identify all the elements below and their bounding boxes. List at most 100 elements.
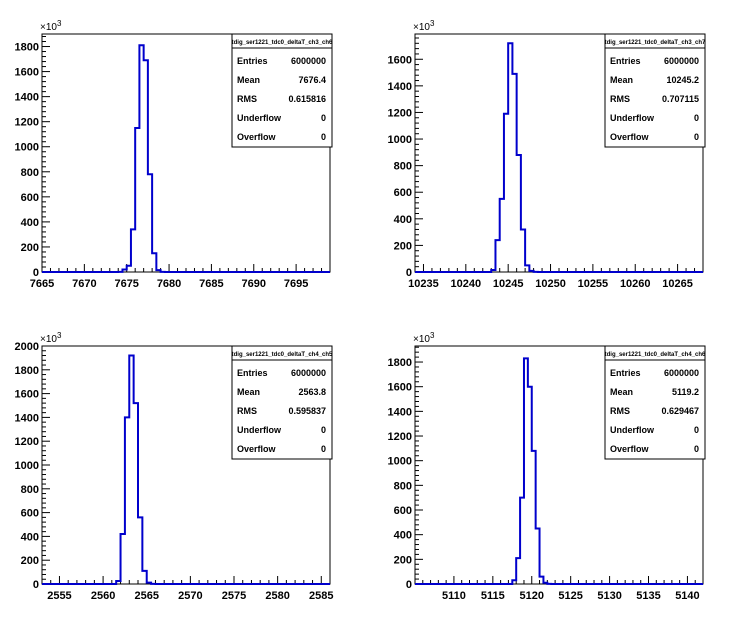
histogram-bin bbox=[529, 271, 533, 272]
y-tick-label: 600 bbox=[394, 187, 412, 199]
y-tick-label: 0 bbox=[406, 579, 412, 591]
stats-value-overflow: 0 bbox=[694, 444, 699, 454]
stats-value-mean: 10245.2 bbox=[666, 75, 699, 85]
stats-label-underflow: Underflow bbox=[237, 113, 282, 123]
histogram-bin bbox=[134, 403, 138, 584]
histogram-bin bbox=[122, 269, 126, 272]
stats-label-entries: Entries bbox=[610, 368, 641, 378]
y-tick-label: 400 bbox=[21, 217, 39, 229]
y-tick-label: 0 bbox=[406, 267, 412, 279]
stats-label-mean: Mean bbox=[237, 75, 260, 85]
histogram-bin bbox=[532, 451, 536, 584]
x-tick-label: 5120 bbox=[520, 590, 544, 602]
y-tick-label: 800 bbox=[21, 167, 39, 179]
stats-value-rms: 0.707115 bbox=[662, 94, 699, 104]
x-tick-label: 5115 bbox=[481, 590, 505, 602]
x-tick-label: 7690 bbox=[242, 278, 266, 290]
histogram-bin bbox=[517, 155, 521, 272]
y-tick-label: 200 bbox=[21, 242, 39, 254]
y-tick-label: 1800 bbox=[15, 42, 39, 54]
stats-label-entries: Entries bbox=[610, 56, 641, 66]
histogram-bin bbox=[156, 270, 160, 272]
y-tick-label: 400 bbox=[394, 530, 412, 542]
stats-box-frame bbox=[604, 345, 706, 460]
y-tick-label: 200 bbox=[394, 240, 412, 252]
histogram-title: tdig_ser1221_tdc0_deltaT_ch3_ch6 bbox=[232, 40, 333, 46]
y-tick-label: 1600 bbox=[15, 67, 39, 79]
stats-label-rms: RMS bbox=[237, 94, 257, 104]
histogram-bin bbox=[525, 265, 529, 272]
histogram-bin bbox=[144, 60, 148, 272]
histogram-title: tdig_ser1221_tdc0_deltaT_ch4_ch6 bbox=[605, 352, 706, 358]
stats-value-mean: 7676.4 bbox=[298, 75, 326, 85]
histogram-series-line bbox=[42, 354, 330, 585]
histogram-bin bbox=[142, 571, 146, 584]
x-tick-label: 10260 bbox=[620, 278, 651, 290]
histogram-bin bbox=[131, 229, 135, 272]
stats-box: tdig_ser1221_tdc0_deltaT_ch4_ch6 Entries 6… bbox=[604, 345, 706, 460]
x-tick-label: 10255 bbox=[578, 278, 609, 290]
histogram-bin bbox=[127, 266, 131, 272]
histogram-series-line bbox=[42, 44, 330, 273]
y-tick-label: 1600 bbox=[15, 389, 39, 401]
stats-label-mean: Mean bbox=[237, 387, 260, 397]
histogram-bin bbox=[500, 199, 504, 272]
x-tick-label: 2570 bbox=[178, 590, 202, 602]
y-tick-label: 1400 bbox=[388, 406, 412, 418]
y-tick-label: 1400 bbox=[388, 81, 412, 93]
stats-label-underflow: Underflow bbox=[610, 425, 655, 435]
x-tick-label: 7695 bbox=[284, 278, 308, 290]
histogram-series-line bbox=[415, 357, 703, 585]
x-tick-label: 10245 bbox=[493, 278, 524, 290]
histogram-bin bbox=[524, 358, 528, 584]
x-tick-label: 5140 bbox=[675, 590, 699, 602]
histogram-bin bbox=[520, 498, 524, 584]
stats-value-rms: 0.595837 bbox=[288, 406, 326, 416]
y-tick-label: 0 bbox=[33, 579, 39, 591]
y-tick-label: 1400 bbox=[15, 92, 39, 104]
histogram-panel-4: 5110 5115 5120 5125 5130 5135 5140 0 200 400 600 80… bbox=[388, 331, 707, 602]
y-tick-label: 2000 bbox=[15, 341, 39, 353]
histogram-panel-3: 2555 2560 2565 2570 2575 2580 2585 0 200 400 600 80… bbox=[15, 331, 334, 602]
histogram-bin bbox=[521, 229, 525, 272]
x-tick-label: 2565 bbox=[134, 590, 158, 602]
histogram-bin bbox=[508, 43, 512, 272]
histogram-bin bbox=[129, 356, 133, 584]
x-tick-label: 5110 bbox=[442, 590, 466, 602]
histogram-bin bbox=[147, 583, 151, 584]
y-tick-label: 1000 bbox=[388, 456, 412, 468]
x-tick-label: 7680 bbox=[157, 278, 181, 290]
y-tick-label: 600 bbox=[21, 508, 39, 520]
stats-value-entries: 6000000 bbox=[291, 368, 326, 378]
histogram-bin bbox=[495, 240, 499, 272]
y-tick-label: 200 bbox=[21, 555, 39, 567]
x-tick-label: 5125 bbox=[558, 590, 582, 602]
histogram-bin bbox=[139, 45, 143, 272]
stats-label-rms: RMS bbox=[237, 406, 257, 416]
y-tick-label: 1800 bbox=[388, 357, 412, 369]
y-exponent-label: ×103 bbox=[40, 331, 62, 345]
y-tick-label: 800 bbox=[394, 161, 412, 173]
y-tick-label: 800 bbox=[21, 484, 39, 496]
x-tick-label: 10240 bbox=[451, 278, 482, 290]
histogram-title: tdig_ser1221_tdc0_deltaT_ch3_ch7 bbox=[605, 40, 706, 46]
stats-box-frame bbox=[231, 345, 333, 460]
y-tick-label: 0 bbox=[33, 267, 39, 279]
y-tick-label: 600 bbox=[21, 192, 39, 204]
y-tick-label: 200 bbox=[394, 554, 412, 566]
histogram-bin bbox=[121, 534, 125, 584]
y-exponent-label: ×103 bbox=[413, 331, 435, 345]
x-tick-label: 5135 bbox=[636, 590, 660, 602]
stats-label-entries: Entries bbox=[237, 368, 268, 378]
y-tick-label: 1000 bbox=[15, 460, 39, 472]
histogram-bin bbox=[512, 580, 516, 584]
stats-label-mean: Mean bbox=[610, 75, 633, 85]
histogram-title: tdig_ser1221_tdc0_deltaT_ch4_ch5 bbox=[232, 352, 333, 358]
stats-value-entries: 6000000 bbox=[664, 56, 699, 66]
histogram-bin bbox=[536, 529, 540, 584]
stats-label-underflow: Underflow bbox=[610, 113, 655, 123]
histogram-bin bbox=[116, 581, 120, 584]
x-tick-label: 10265 bbox=[662, 278, 693, 290]
stats-value-underflow: 0 bbox=[694, 113, 699, 123]
stats-label-rms: RMS bbox=[610, 94, 630, 104]
